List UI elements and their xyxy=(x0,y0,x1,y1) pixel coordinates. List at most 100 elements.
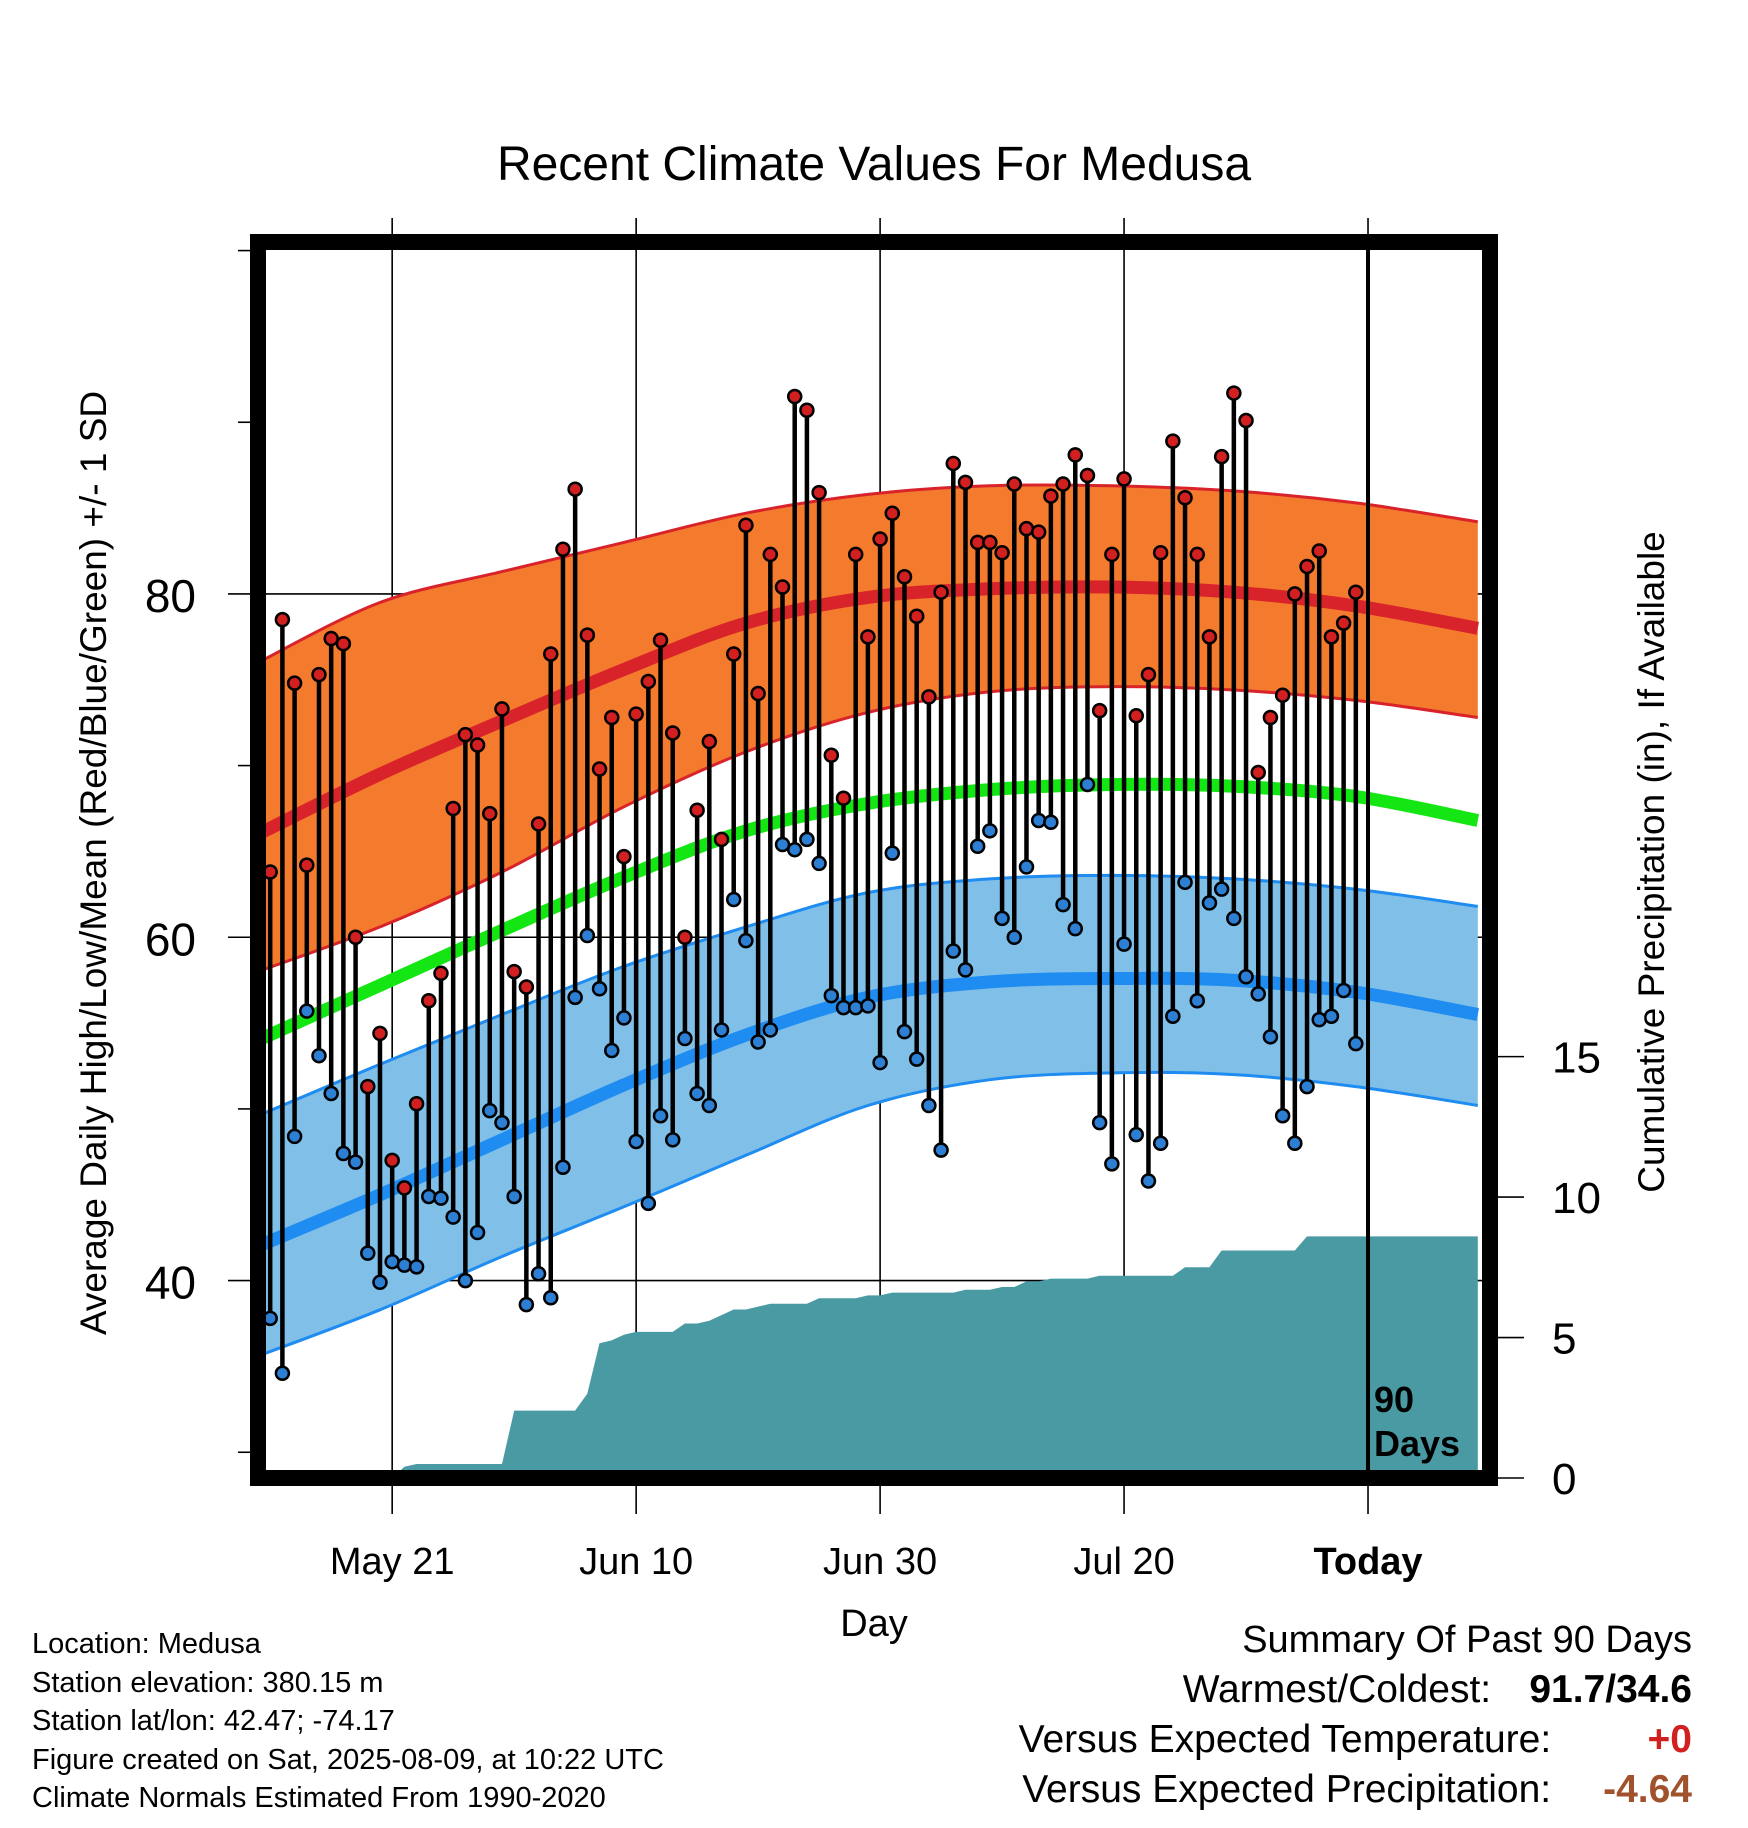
daily-points xyxy=(262,385,1364,1382)
daily-low-point xyxy=(1250,986,1266,1002)
daily-low-point xyxy=(701,1097,718,1114)
daily-low-point xyxy=(555,1159,571,1176)
today-days-label-num: 90 xyxy=(1374,1379,1414,1420)
daily-high-point xyxy=(360,1078,376,1095)
daily-low-point xyxy=(994,910,1010,927)
daily-high-point xyxy=(311,666,327,683)
daily-low-point xyxy=(421,1188,437,1205)
summary-temp: Versus Expected Temperature: +0 xyxy=(1019,1715,1692,1765)
daily-low-point xyxy=(347,1154,364,1170)
daily-low-point xyxy=(823,987,840,1004)
x-tick-label: Today xyxy=(1313,1541,1422,1583)
daily-high-point xyxy=(555,541,571,558)
x-axis-label: Day xyxy=(840,1603,908,1645)
daily-high-point xyxy=(1152,544,1169,561)
daily-low-point xyxy=(896,1023,913,1040)
summary-precip: Versus Expected Precipitation: -4.64 xyxy=(1019,1765,1692,1815)
daily-low-point xyxy=(494,1114,510,1131)
daily-high-point xyxy=(725,646,742,662)
daily-low-point xyxy=(945,943,962,959)
daily-low-point xyxy=(1079,776,1096,793)
daily-high-point xyxy=(1274,687,1291,703)
daily-high-point xyxy=(591,761,608,777)
daily-low-point xyxy=(1152,1135,1169,1151)
daily-low-point xyxy=(1043,814,1059,830)
daily-low-point xyxy=(1116,936,1132,952)
y2-tick-label: 15 xyxy=(1552,1034,1601,1083)
temp-value: +0 xyxy=(1647,1718,1692,1761)
daily-high-point xyxy=(799,402,815,418)
daily-high-point xyxy=(762,546,779,563)
daily-high-point xyxy=(786,388,803,405)
daily-high-point xyxy=(921,689,937,705)
daily-low-point xyxy=(860,998,876,1014)
daily-low-point xyxy=(1323,1008,1340,1024)
daily-low-point xyxy=(982,823,998,839)
daily-low-point xyxy=(1238,968,1254,985)
daily-low-point xyxy=(652,1108,669,1124)
daily-high-point xyxy=(1030,524,1047,540)
daily-high-point xyxy=(689,802,705,818)
daily-low-point xyxy=(274,1365,291,1382)
y-axis-label: Average Daily High/Low/Mean (Red/Blue/Gr… xyxy=(73,391,114,1335)
daily-high-point xyxy=(469,737,486,753)
daily-high-point xyxy=(1140,666,1157,683)
daily-low-point xyxy=(1177,874,1193,891)
daily-low-point xyxy=(1165,1008,1181,1024)
daily-low-point xyxy=(396,1257,413,1273)
daily-high-point xyxy=(1067,447,1084,463)
daily-low-point xyxy=(847,999,864,1016)
station-latlon: Station lat/lon: 42.47; -74.17 xyxy=(32,1705,395,1737)
daily-low-point xyxy=(506,1188,522,1205)
daily-high-point xyxy=(421,993,437,1009)
summary-panel: Summary Of Past 90 Days Warmest/Coldest:… xyxy=(1019,1615,1692,1815)
daily-low-point xyxy=(811,855,827,872)
daily-high-point xyxy=(1262,709,1279,726)
daily-high-point xyxy=(1055,476,1071,492)
daily-high-point xyxy=(933,584,949,600)
daily-low-point xyxy=(725,891,742,908)
daily-low-point xyxy=(713,1022,730,1038)
daily-high-point xyxy=(750,685,766,702)
summary-title: Summary Of Past 90 Days xyxy=(1242,1619,1692,1661)
daily-low-point xyxy=(1335,982,1352,999)
daily-low-point xyxy=(567,989,583,1006)
daily-high-point xyxy=(982,534,998,551)
daily-low-point xyxy=(591,981,608,997)
daily-high-point xyxy=(518,979,535,995)
daily-high-point xyxy=(1226,385,1242,401)
daily-high-point xyxy=(823,747,840,764)
daily-low-point xyxy=(457,1272,474,1289)
today-days-label-word: Days xyxy=(1374,1423,1460,1464)
daily-low-point xyxy=(579,927,596,944)
daily-high-point xyxy=(1043,488,1059,504)
daily-high-point xyxy=(1116,471,1132,487)
daily-high-point xyxy=(1189,546,1205,563)
daily-high-point xyxy=(335,635,352,652)
daily-low-point xyxy=(1213,881,1230,897)
station-info: Location: Medusa Station elevation: 380.… xyxy=(32,1625,664,1818)
x-tick-label: Jun 30 xyxy=(823,1541,937,1583)
daily-low-point xyxy=(664,1132,681,1148)
daily-high-point xyxy=(530,816,547,832)
daily-high-point xyxy=(445,800,461,817)
daily-low-point xyxy=(1091,1114,1108,1131)
daily-low-point xyxy=(360,1245,376,1261)
daily-low-point xyxy=(640,1195,657,1212)
daily-high-point xyxy=(701,733,718,750)
daily-low-point xyxy=(1067,920,1084,937)
daily-low-point xyxy=(323,1085,339,1102)
y2-tick-label: 5 xyxy=(1552,1315,1576,1364)
daily-low-point xyxy=(908,1051,925,1067)
daily-high-point xyxy=(494,701,510,717)
daily-high-point xyxy=(1348,584,1364,600)
daily-low-point xyxy=(469,1224,486,1241)
daily-low-point xyxy=(1201,895,1218,911)
daily-low-point xyxy=(603,1042,620,1059)
daily-high-point xyxy=(628,706,644,722)
daily-high-point xyxy=(603,709,620,726)
summary-warm-cold: Warmest/Coldest: 91.7/34.6 xyxy=(1019,1665,1692,1715)
daily-high-point xyxy=(1250,764,1266,781)
daily-low-point xyxy=(872,1054,888,1071)
